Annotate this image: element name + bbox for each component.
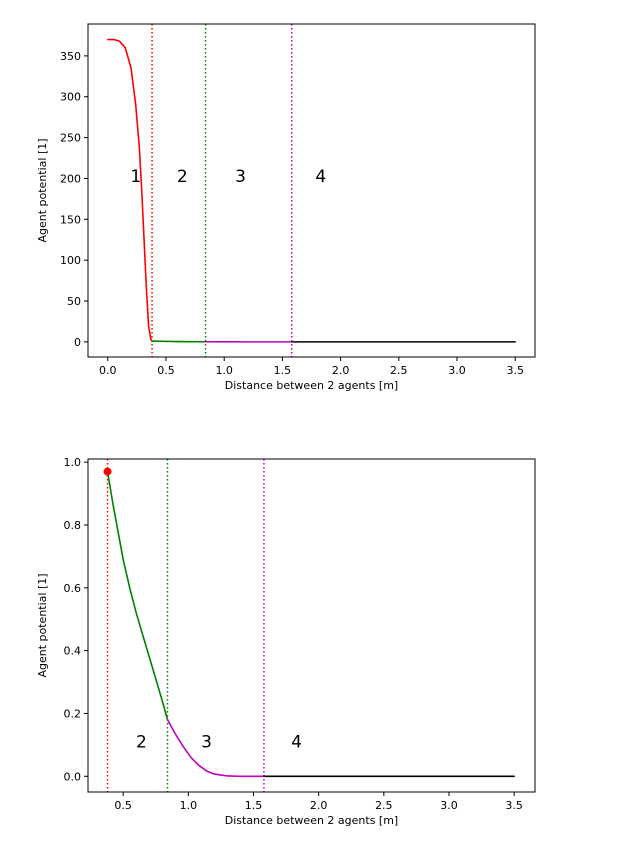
x-tick-label: 1.5 [274,364,292,377]
x-tick-label: 2.0 [332,364,350,377]
potential-chart-full: 0.0 0.5 1.0 1.5 2.0 2.5 3.0 3.5 0 50 100 150 200 250 3… [36,23,536,392]
series-line [106,470,169,721]
x-tick-label: 3.0 [440,799,458,812]
data-point-marker [103,467,112,476]
y-tick-label: 350 [60,50,81,63]
y-tick-label: 0 [74,336,81,349]
region-number-label: 1 [130,167,141,187]
plot-area [106,24,517,357]
y-tick-label: 250 [60,132,81,145]
x-axis-label: Distance between 2 agents [m] [225,814,398,827]
region-number-label: 2 [177,167,188,187]
series-line [106,38,153,342]
x-tick-label: 1.0 [180,799,198,812]
x-tick-label: 2.5 [375,799,393,812]
axes-frame [87,23,536,358]
region-number-label: 4 [315,167,326,187]
region-number-label: 3 [201,733,212,753]
y-tick-label: 100 [60,254,81,267]
x-tick-label: 3.0 [448,364,466,377]
y-tick-label: 300 [60,91,81,104]
x-tick-label: 0.0 [99,364,117,377]
y-tick-label: 50 [67,295,81,308]
potential-chart-zoomed: 0.5 1.0 1.5 2.0 2.5 3.0 3.5 0.0 0.2 0.4 0.6 0.8 1.0 2… [36,456,536,827]
x-tick-label: 3.5 [505,799,523,812]
series-line [151,340,207,343]
region-number-label: 3 [235,167,246,187]
series-line [166,718,265,778]
x-tick-label: 2.0 [310,799,328,812]
x-tick-label: 0.5 [114,799,132,812]
y-tick-label: 0.4 [64,645,82,658]
y-tick-label: 0.2 [64,707,82,720]
region-number-label: 4 [291,733,302,753]
x-tick-label: 2.5 [390,364,408,377]
y-tick-label: 200 [60,172,81,185]
y-tick-label: 0.8 [64,519,82,532]
x-tick-label: 3.5 [506,364,524,377]
plot-area [106,459,515,792]
x-tick-label: 1.0 [215,364,233,377]
region-number-label: 2 [136,733,147,753]
y-tick-label: 0.6 [64,582,82,595]
y-axis-label: Agent potential [1] [36,138,49,242]
y-tick-label: 1.0 [64,456,82,469]
y-axis-label: Agent potential [1] [36,573,49,677]
y-tick-label: 150 [60,213,81,226]
y-tick-label: 0.0 [64,770,82,783]
x-axis-label: Distance between 2 agents [m] [225,379,398,392]
x-tick-label: 0.5 [157,364,175,377]
x-tick-label: 1.5 [245,799,263,812]
axes-frame [87,458,536,793]
